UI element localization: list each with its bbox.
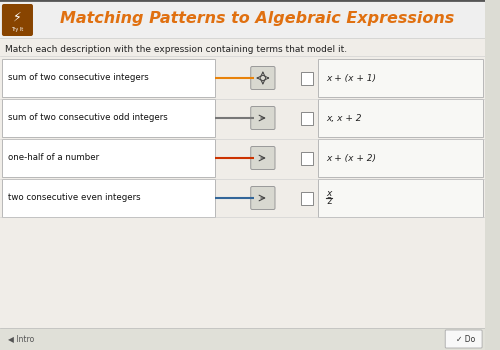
FancyBboxPatch shape <box>300 152 314 164</box>
FancyBboxPatch shape <box>0 328 485 350</box>
FancyBboxPatch shape <box>250 106 275 130</box>
FancyBboxPatch shape <box>318 139 483 177</box>
FancyBboxPatch shape <box>0 38 485 350</box>
Text: ✓ Do: ✓ Do <box>456 335 475 343</box>
FancyBboxPatch shape <box>2 4 33 36</box>
FancyBboxPatch shape <box>300 112 314 125</box>
FancyBboxPatch shape <box>318 99 483 137</box>
Text: x, x + 2: x, x + 2 <box>326 113 362 122</box>
Text: Match each description with the expression containing terms that model it.: Match each description with the expressi… <box>5 44 347 54</box>
Text: ◀ Intro: ◀ Intro <box>8 335 34 343</box>
FancyBboxPatch shape <box>318 179 483 217</box>
Text: sum of two consecutive integers: sum of two consecutive integers <box>8 74 148 83</box>
Text: x + (x + 2): x + (x + 2) <box>326 154 376 162</box>
Text: ⚡: ⚡ <box>13 10 22 23</box>
Text: x: x <box>326 189 332 198</box>
FancyBboxPatch shape <box>318 59 483 97</box>
FancyBboxPatch shape <box>445 330 482 348</box>
Text: Matching Patterns to Algebraic Expressions: Matching Patterns to Algebraic Expressio… <box>60 12 454 27</box>
FancyBboxPatch shape <box>0 0 485 38</box>
FancyBboxPatch shape <box>300 191 314 204</box>
FancyBboxPatch shape <box>250 66 275 90</box>
Text: sum of two consecutive odd integers: sum of two consecutive odd integers <box>8 113 168 122</box>
FancyBboxPatch shape <box>2 59 216 97</box>
FancyBboxPatch shape <box>250 147 275 169</box>
Text: 2: 2 <box>326 197 332 206</box>
Text: Try It: Try It <box>12 28 24 33</box>
Text: two consecutive even integers: two consecutive even integers <box>8 194 140 203</box>
FancyBboxPatch shape <box>2 179 216 217</box>
FancyBboxPatch shape <box>2 139 216 177</box>
Text: x + (x + 1): x + (x + 1) <box>326 74 376 83</box>
FancyBboxPatch shape <box>300 71 314 84</box>
FancyBboxPatch shape <box>250 187 275 210</box>
Text: one-half of a number: one-half of a number <box>8 154 99 162</box>
FancyBboxPatch shape <box>2 99 216 137</box>
